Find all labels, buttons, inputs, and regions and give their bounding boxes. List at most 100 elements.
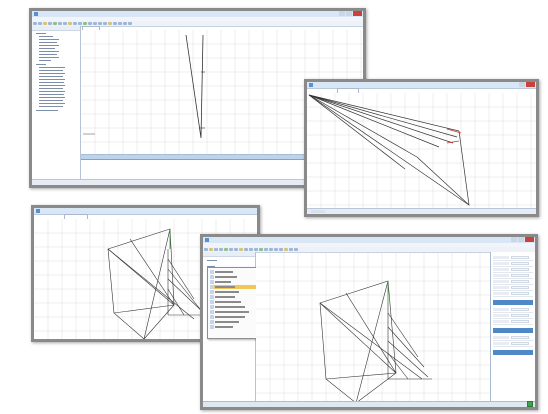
toolbar-icon[interactable]	[58, 22, 62, 25]
menu-item[interactable]	[210, 310, 258, 314]
tree-item[interactable]	[36, 64, 46, 65]
property-value[interactable]	[511, 308, 529, 311]
menu-item-highlighted[interactable]	[210, 285, 258, 289]
toolbar-icon[interactable]	[83, 22, 87, 25]
property-value[interactable]	[511, 342, 529, 345]
tree-item[interactable]	[39, 76, 63, 77]
property-value[interactable]	[511, 292, 529, 295]
tree-item[interactable]	[39, 79, 65, 80]
tree-item[interactable]	[39, 54, 57, 55]
tree-item[interactable]	[39, 91, 65, 92]
property-value[interactable]	[511, 314, 529, 317]
tree-item[interactable]	[39, 48, 55, 49]
toolbar-icon[interactable]	[204, 248, 208, 251]
tree-item[interactable]	[39, 60, 51, 61]
toolbar-icon[interactable]	[224, 248, 228, 251]
tree-item[interactable]	[207, 260, 217, 261]
document-tab[interactable]	[82, 26, 100, 31]
toolbar-icon[interactable]	[239, 248, 243, 251]
tree-item[interactable]	[39, 67, 65, 68]
toolbar-icon[interactable]	[108, 22, 112, 25]
toolbar-icon[interactable]	[123, 22, 127, 25]
minimize-button[interactable]	[339, 11, 345, 16]
toolbar-icon[interactable]	[48, 22, 52, 25]
menu-item[interactable]	[210, 280, 258, 284]
toolbar-icon[interactable]	[259, 248, 263, 251]
toolbar-icon[interactable]	[229, 248, 233, 251]
toolbar-icon[interactable]	[289, 248, 293, 251]
tree-item[interactable]	[39, 100, 63, 101]
toolbar-icon[interactable]	[274, 248, 278, 251]
toolbar-icon[interactable]	[88, 22, 92, 25]
menu-item[interactable]	[210, 315, 258, 319]
tree-item[interactable]	[39, 70, 63, 71]
toolbar-icon[interactable]	[118, 22, 122, 25]
menu-item[interactable]	[210, 325, 258, 329]
menu-item[interactable]	[210, 305, 258, 309]
property-value[interactable]	[511, 280, 529, 283]
plot-area[interactable]	[256, 253, 490, 401]
close-button[interactable]	[353, 11, 362, 16]
toolbar-icon[interactable]	[128, 22, 132, 25]
tree-item[interactable]	[39, 85, 65, 86]
property-row[interactable]	[493, 268, 533, 273]
property-row[interactable]	[493, 256, 533, 261]
menu-item[interactable]	[210, 275, 258, 279]
toolbar-icon[interactable]	[63, 22, 67, 25]
tree-item[interactable]	[39, 94, 64, 95]
property-row[interactable]	[493, 308, 533, 313]
menu-item[interactable]	[210, 290, 258, 294]
property-value[interactable]	[511, 256, 529, 259]
minimize-button[interactable]	[519, 82, 525, 87]
close-button[interactable]	[526, 82, 535, 87]
toolbar-icon[interactable]	[284, 248, 288, 251]
tree-item[interactable]	[39, 39, 59, 40]
toolbar-icon[interactable]	[269, 248, 273, 251]
toolbar-icon[interactable]	[78, 22, 82, 25]
maximize-button[interactable]	[518, 237, 524, 242]
toolbar-icon[interactable]	[294, 248, 298, 251]
toolbar-icon[interactable]	[33, 22, 37, 25]
tree-item[interactable]	[36, 110, 58, 111]
tree-item[interactable]	[39, 106, 63, 107]
tree-item[interactable]	[36, 33, 46, 34]
toolbar-icon[interactable]	[219, 248, 223, 251]
tree-item[interactable]	[39, 82, 64, 83]
property-row[interactable]	[493, 292, 533, 297]
tree-item[interactable]	[39, 57, 59, 58]
property-row[interactable]	[493, 262, 533, 267]
plot-area[interactable]	[307, 93, 536, 208]
property-value[interactable]	[511, 286, 529, 289]
toolbar-icon[interactable]	[214, 248, 218, 251]
property-row[interactable]	[493, 274, 533, 279]
property-value[interactable]	[511, 274, 529, 277]
tray-app-icon[interactable]	[527, 401, 533, 407]
toolbar-icon[interactable]	[234, 248, 238, 251]
tree-item[interactable]	[39, 36, 53, 37]
toolbar-icon[interactable]	[209, 248, 213, 251]
property-value[interactable]	[511, 320, 529, 323]
menu-item[interactable]	[210, 300, 258, 304]
document-tab[interactable]	[64, 214, 88, 219]
property-row[interactable]	[493, 314, 533, 319]
tree-item[interactable]	[39, 97, 65, 98]
tree-item[interactable]	[207, 266, 215, 267]
tree-item[interactable]	[39, 103, 65, 104]
toolbar-icon[interactable]	[43, 22, 47, 25]
document-tab[interactable]	[337, 88, 359, 93]
property-row[interactable]	[493, 342, 533, 347]
maximize-button[interactable]	[346, 11, 352, 16]
property-row[interactable]	[493, 286, 533, 291]
project-tree[interactable]	[32, 26, 81, 179]
toolbar-icon[interactable]	[103, 22, 107, 25]
property-row[interactable]	[493, 280, 533, 285]
toolbar-icon[interactable]	[264, 248, 268, 251]
property-grid[interactable]	[490, 252, 535, 401]
tree-item[interactable]	[39, 73, 65, 74]
toolbar-icon[interactable]	[53, 22, 57, 25]
menu-item[interactable]	[210, 270, 258, 274]
toolbar-icon[interactable]	[254, 248, 258, 251]
toolbar-icon[interactable]	[279, 248, 283, 251]
tree-item[interactable]	[39, 88, 63, 89]
property-row[interactable]	[493, 320, 533, 325]
